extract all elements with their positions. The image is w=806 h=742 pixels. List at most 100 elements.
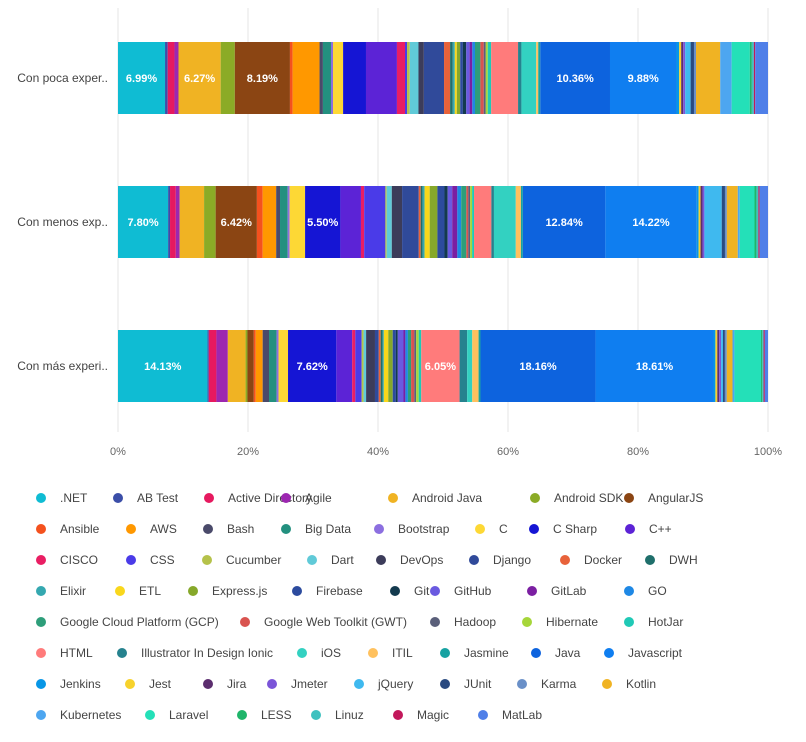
legend-swatch-icon bbox=[203, 524, 213, 534]
bar-segment bbox=[276, 330, 279, 402]
bar-segment bbox=[724, 186, 727, 258]
data-label: 7.80% bbox=[127, 217, 158, 229]
bar-segment bbox=[468, 186, 471, 258]
bar-segment bbox=[715, 330, 718, 402]
legend-label: Docker bbox=[584, 553, 623, 567]
data-label: 9.88% bbox=[628, 73, 659, 85]
legend-swatch-icon bbox=[478, 710, 488, 720]
bar-segment bbox=[469, 42, 473, 114]
bar-segment bbox=[683, 42, 686, 114]
bar-segment bbox=[447, 186, 453, 258]
legend-swatch-icon bbox=[530, 493, 540, 503]
legend-label: Hadoop bbox=[454, 615, 497, 629]
x-tick-label: 60% bbox=[497, 446, 519, 458]
data-label: 14.13% bbox=[144, 361, 182, 373]
legend-swatch-icon bbox=[354, 679, 364, 689]
bar-segment bbox=[386, 186, 392, 258]
category-label: Con menos exp.. bbox=[17, 215, 108, 229]
stacked-bar-chart: 0% 20% 40% 60% 80% 100% Con poca exper.. Con me… bbox=[17, 8, 782, 458]
bar-segment bbox=[732, 330, 735, 402]
legend-swatch-icon bbox=[115, 586, 125, 596]
bar-segment bbox=[382, 330, 384, 402]
bar-segment bbox=[456, 42, 461, 114]
legend-swatch-icon bbox=[36, 648, 46, 658]
legend-swatch-icon bbox=[36, 617, 46, 627]
bar-segment bbox=[262, 186, 277, 258]
legend-swatch-icon bbox=[388, 493, 398, 503]
bar-segment bbox=[397, 330, 404, 402]
legend-label: Dart bbox=[331, 553, 354, 567]
legend-label: HotJar bbox=[648, 615, 684, 629]
bar-segment bbox=[719, 330, 722, 402]
bar-segment bbox=[726, 186, 738, 258]
legend-swatch-icon bbox=[430, 586, 440, 596]
legend-label: HTML bbox=[60, 646, 93, 660]
bar-segment bbox=[204, 186, 216, 258]
bar-segment bbox=[480, 330, 596, 402]
bar-segment bbox=[343, 42, 366, 114]
legend-label: Bootstrap bbox=[398, 522, 450, 536]
legend-label: Javascript bbox=[628, 646, 683, 660]
legend-swatch-icon bbox=[529, 524, 539, 534]
legend-label: Firebase bbox=[316, 584, 363, 598]
legend-swatch-icon bbox=[281, 524, 291, 534]
legend-label: GitLab bbox=[551, 584, 587, 598]
bar-segment bbox=[681, 42, 684, 114]
legend-label: AngularJS bbox=[648, 491, 704, 505]
bar-segment bbox=[352, 330, 356, 402]
bar-segment bbox=[395, 330, 398, 402]
legend-label: LESS bbox=[261, 708, 292, 722]
legend-label: Ansible bbox=[60, 522, 100, 536]
legend-label: Agile bbox=[305, 491, 332, 505]
bar-segment bbox=[474, 186, 492, 258]
bar-segment bbox=[247, 330, 254, 402]
bar-segment bbox=[520, 186, 523, 258]
bar-segment bbox=[167, 42, 175, 114]
bar-segment bbox=[470, 186, 473, 258]
bar-segment bbox=[179, 186, 205, 258]
legend-swatch-icon bbox=[531, 648, 541, 658]
bar-segment bbox=[392, 330, 396, 402]
bar-segment bbox=[378, 330, 381, 402]
data-label: 6.05% bbox=[425, 361, 456, 373]
bar-segment bbox=[460, 42, 463, 114]
bar-segment bbox=[336, 330, 353, 402]
bar-segment bbox=[444, 186, 448, 258]
legend-swatch-icon bbox=[297, 648, 307, 658]
bar-segment bbox=[388, 330, 393, 402]
legend-swatch-icon bbox=[440, 648, 450, 658]
bar-segment bbox=[289, 42, 293, 114]
bar-segment bbox=[424, 186, 430, 258]
legend-label: Illustrator In Design Ionic bbox=[141, 646, 274, 660]
x-tick-label: 20% bbox=[237, 446, 259, 458]
bar-segment bbox=[227, 330, 246, 402]
legend-label: Linuz bbox=[335, 708, 364, 722]
legend-label: JUnit bbox=[464, 677, 492, 691]
legend-label: jQuery bbox=[378, 677, 414, 691]
bar-segment bbox=[418, 186, 421, 258]
bar-segment bbox=[483, 42, 486, 114]
bar-segment bbox=[366, 330, 375, 402]
bar-segment bbox=[704, 186, 722, 258]
bar-segment bbox=[696, 186, 699, 258]
bar-segment bbox=[605, 186, 697, 258]
legend-swatch-icon bbox=[624, 586, 634, 596]
legend-swatch-icon bbox=[125, 679, 135, 689]
bar-segment bbox=[361, 330, 364, 402]
legend-swatch-icon bbox=[126, 555, 136, 565]
legend-label: Laravel bbox=[169, 708, 209, 722]
bar-segment bbox=[444, 42, 451, 114]
legend-label: GitHub bbox=[454, 584, 492, 598]
x-tick-label: 100% bbox=[754, 446, 782, 458]
legend-label: Elixir bbox=[60, 584, 86, 598]
legend-label: Android Java bbox=[412, 491, 483, 505]
bar-segment bbox=[333, 42, 344, 114]
bar-segment bbox=[518, 42, 522, 114]
bar-segment bbox=[478, 330, 481, 402]
bar-segment bbox=[256, 186, 263, 258]
bar-segment bbox=[702, 186, 705, 258]
bar-segment bbox=[420, 186, 423, 258]
bar-segment bbox=[360, 186, 365, 258]
bar-segment bbox=[403, 330, 406, 402]
bar-segment bbox=[165, 42, 168, 114]
